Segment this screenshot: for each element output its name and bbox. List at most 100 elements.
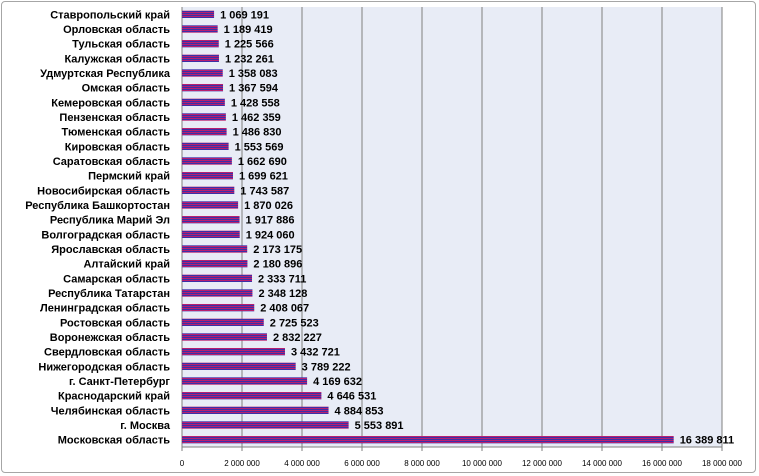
bar xyxy=(182,84,224,92)
category-label: Самарская область xyxy=(63,273,170,285)
data-label: 1 428 558 xyxy=(231,97,280,109)
bar xyxy=(182,289,253,297)
tick-label: 16 000 000 xyxy=(642,459,683,468)
bar xyxy=(182,113,226,121)
data-label: 1 699 621 xyxy=(239,171,288,183)
data-label: 1 462 359 xyxy=(232,112,281,124)
bar xyxy=(182,54,219,62)
category-label: Удмуртская Республика xyxy=(40,68,171,80)
category-label: Калужская область xyxy=(64,53,170,65)
category-label: Пермский край xyxy=(88,171,170,183)
bar xyxy=(182,421,349,429)
tick-label: 8 000 000 xyxy=(404,459,440,468)
category-label: Саратовская область xyxy=(53,156,171,168)
data-label: 2 725 523 xyxy=(270,317,319,329)
data-label: 3 432 721 xyxy=(291,347,340,359)
bar xyxy=(182,201,239,209)
tick-label: 18 000 000 xyxy=(702,459,743,468)
data-label: 1 743 587 xyxy=(240,185,289,197)
data-label: 4 884 853 xyxy=(335,405,384,417)
category-label: Воронежская область xyxy=(50,332,170,344)
bar xyxy=(182,128,227,136)
bar xyxy=(182,304,255,312)
bar xyxy=(182,318,264,326)
category-label: Нижегородская область xyxy=(38,361,170,373)
data-label: 1 367 594 xyxy=(229,83,279,95)
data-label: 2 408 067 xyxy=(260,303,309,315)
category-label: Республика Башкортостан xyxy=(25,200,170,212)
data-label: 1 870 026 xyxy=(244,200,293,212)
bar xyxy=(182,98,225,106)
tick-label: 14 000 000 xyxy=(582,459,623,468)
bar xyxy=(182,377,308,385)
data-label: 1 069 191 xyxy=(220,9,269,21)
category-label: г. Москва xyxy=(120,420,171,432)
tick-label: 4 000 000 xyxy=(284,459,320,468)
bar xyxy=(182,348,285,356)
category-label: Новосибирская область xyxy=(37,185,170,197)
category-label: Ростовская область xyxy=(60,317,170,329)
category-label: Омская область xyxy=(82,83,171,95)
bar xyxy=(182,216,240,224)
data-label: 5 553 891 xyxy=(355,420,404,432)
data-label: 1 358 083 xyxy=(229,68,278,80)
data-label: 16 389 811 xyxy=(680,435,734,447)
bar xyxy=(182,25,218,33)
bar xyxy=(182,392,322,400)
data-label: 1 924 060 xyxy=(246,229,295,241)
category-label: Тюменская область xyxy=(61,127,170,139)
bar xyxy=(182,333,267,341)
category-label: Ленинградская область xyxy=(40,303,170,315)
category-label: Орловская область xyxy=(63,24,170,36)
data-label: 1 662 690 xyxy=(238,156,287,168)
plot-area xyxy=(182,7,722,447)
bar xyxy=(182,362,296,370)
data-label: 1 917 886 xyxy=(246,215,295,227)
data-label: 1 486 830 xyxy=(233,127,282,139)
category-label: Волгоградская область xyxy=(41,229,170,241)
category-label: г. Санкт-Петербург xyxy=(69,376,170,388)
data-label: 2 832 227 xyxy=(273,332,322,344)
category-label: Республика Татарстан xyxy=(48,288,170,300)
data-label: 4 646 531 xyxy=(327,391,376,403)
category-label: Республика Марий Эл xyxy=(50,215,170,227)
bar xyxy=(182,406,329,414)
data-label: 4 169 632 xyxy=(313,376,362,388)
bar xyxy=(182,69,223,77)
bar xyxy=(182,260,248,268)
data-label: 2 180 896 xyxy=(253,259,302,271)
data-label: 1 225 566 xyxy=(225,39,274,51)
data-label: 1 189 419 xyxy=(224,24,273,36)
data-label: 2 348 128 xyxy=(258,288,307,300)
category-label: Тульская область xyxy=(72,39,170,51)
bar xyxy=(182,157,232,165)
category-labels: Ставропольский край Орловская область Туль… xyxy=(25,9,171,446)
category-label: Пензенская область xyxy=(59,112,170,124)
gridlines xyxy=(181,7,723,448)
bar xyxy=(182,172,233,180)
data-label: 1 232 261 xyxy=(225,53,274,65)
tick-label: 0 xyxy=(180,459,185,468)
bar xyxy=(182,230,240,238)
bar xyxy=(182,274,253,282)
bar xyxy=(182,186,235,194)
bar xyxy=(182,245,248,253)
category-label: Кировская область xyxy=(65,141,170,153)
tick-label: 10 000 000 xyxy=(462,459,503,468)
data-label: 2 333 711 xyxy=(258,273,306,285)
category-label: Московская область xyxy=(58,435,170,447)
category-label: Челябинская область xyxy=(51,405,171,417)
bar xyxy=(182,436,674,444)
value-labels: 1 069 191 1 189 419 1 225 566 1 232 261 1 35… xyxy=(220,9,734,446)
category-label: Алтайский край xyxy=(83,259,170,271)
category-label: Ставропольский край xyxy=(50,9,170,21)
x-axis-tick-labels: 0 2 000 000 4 000 000 6 000 000 8 000 000 10 … xyxy=(180,447,743,468)
bars xyxy=(182,10,674,444)
data-label: 3 789 222 xyxy=(302,361,351,373)
bar xyxy=(182,40,219,48)
data-label: 2 173 175 xyxy=(253,244,302,256)
data-label: 1 553 569 xyxy=(235,141,284,153)
bar xyxy=(182,10,215,18)
tick-label: 12 000 000 xyxy=(522,459,563,468)
